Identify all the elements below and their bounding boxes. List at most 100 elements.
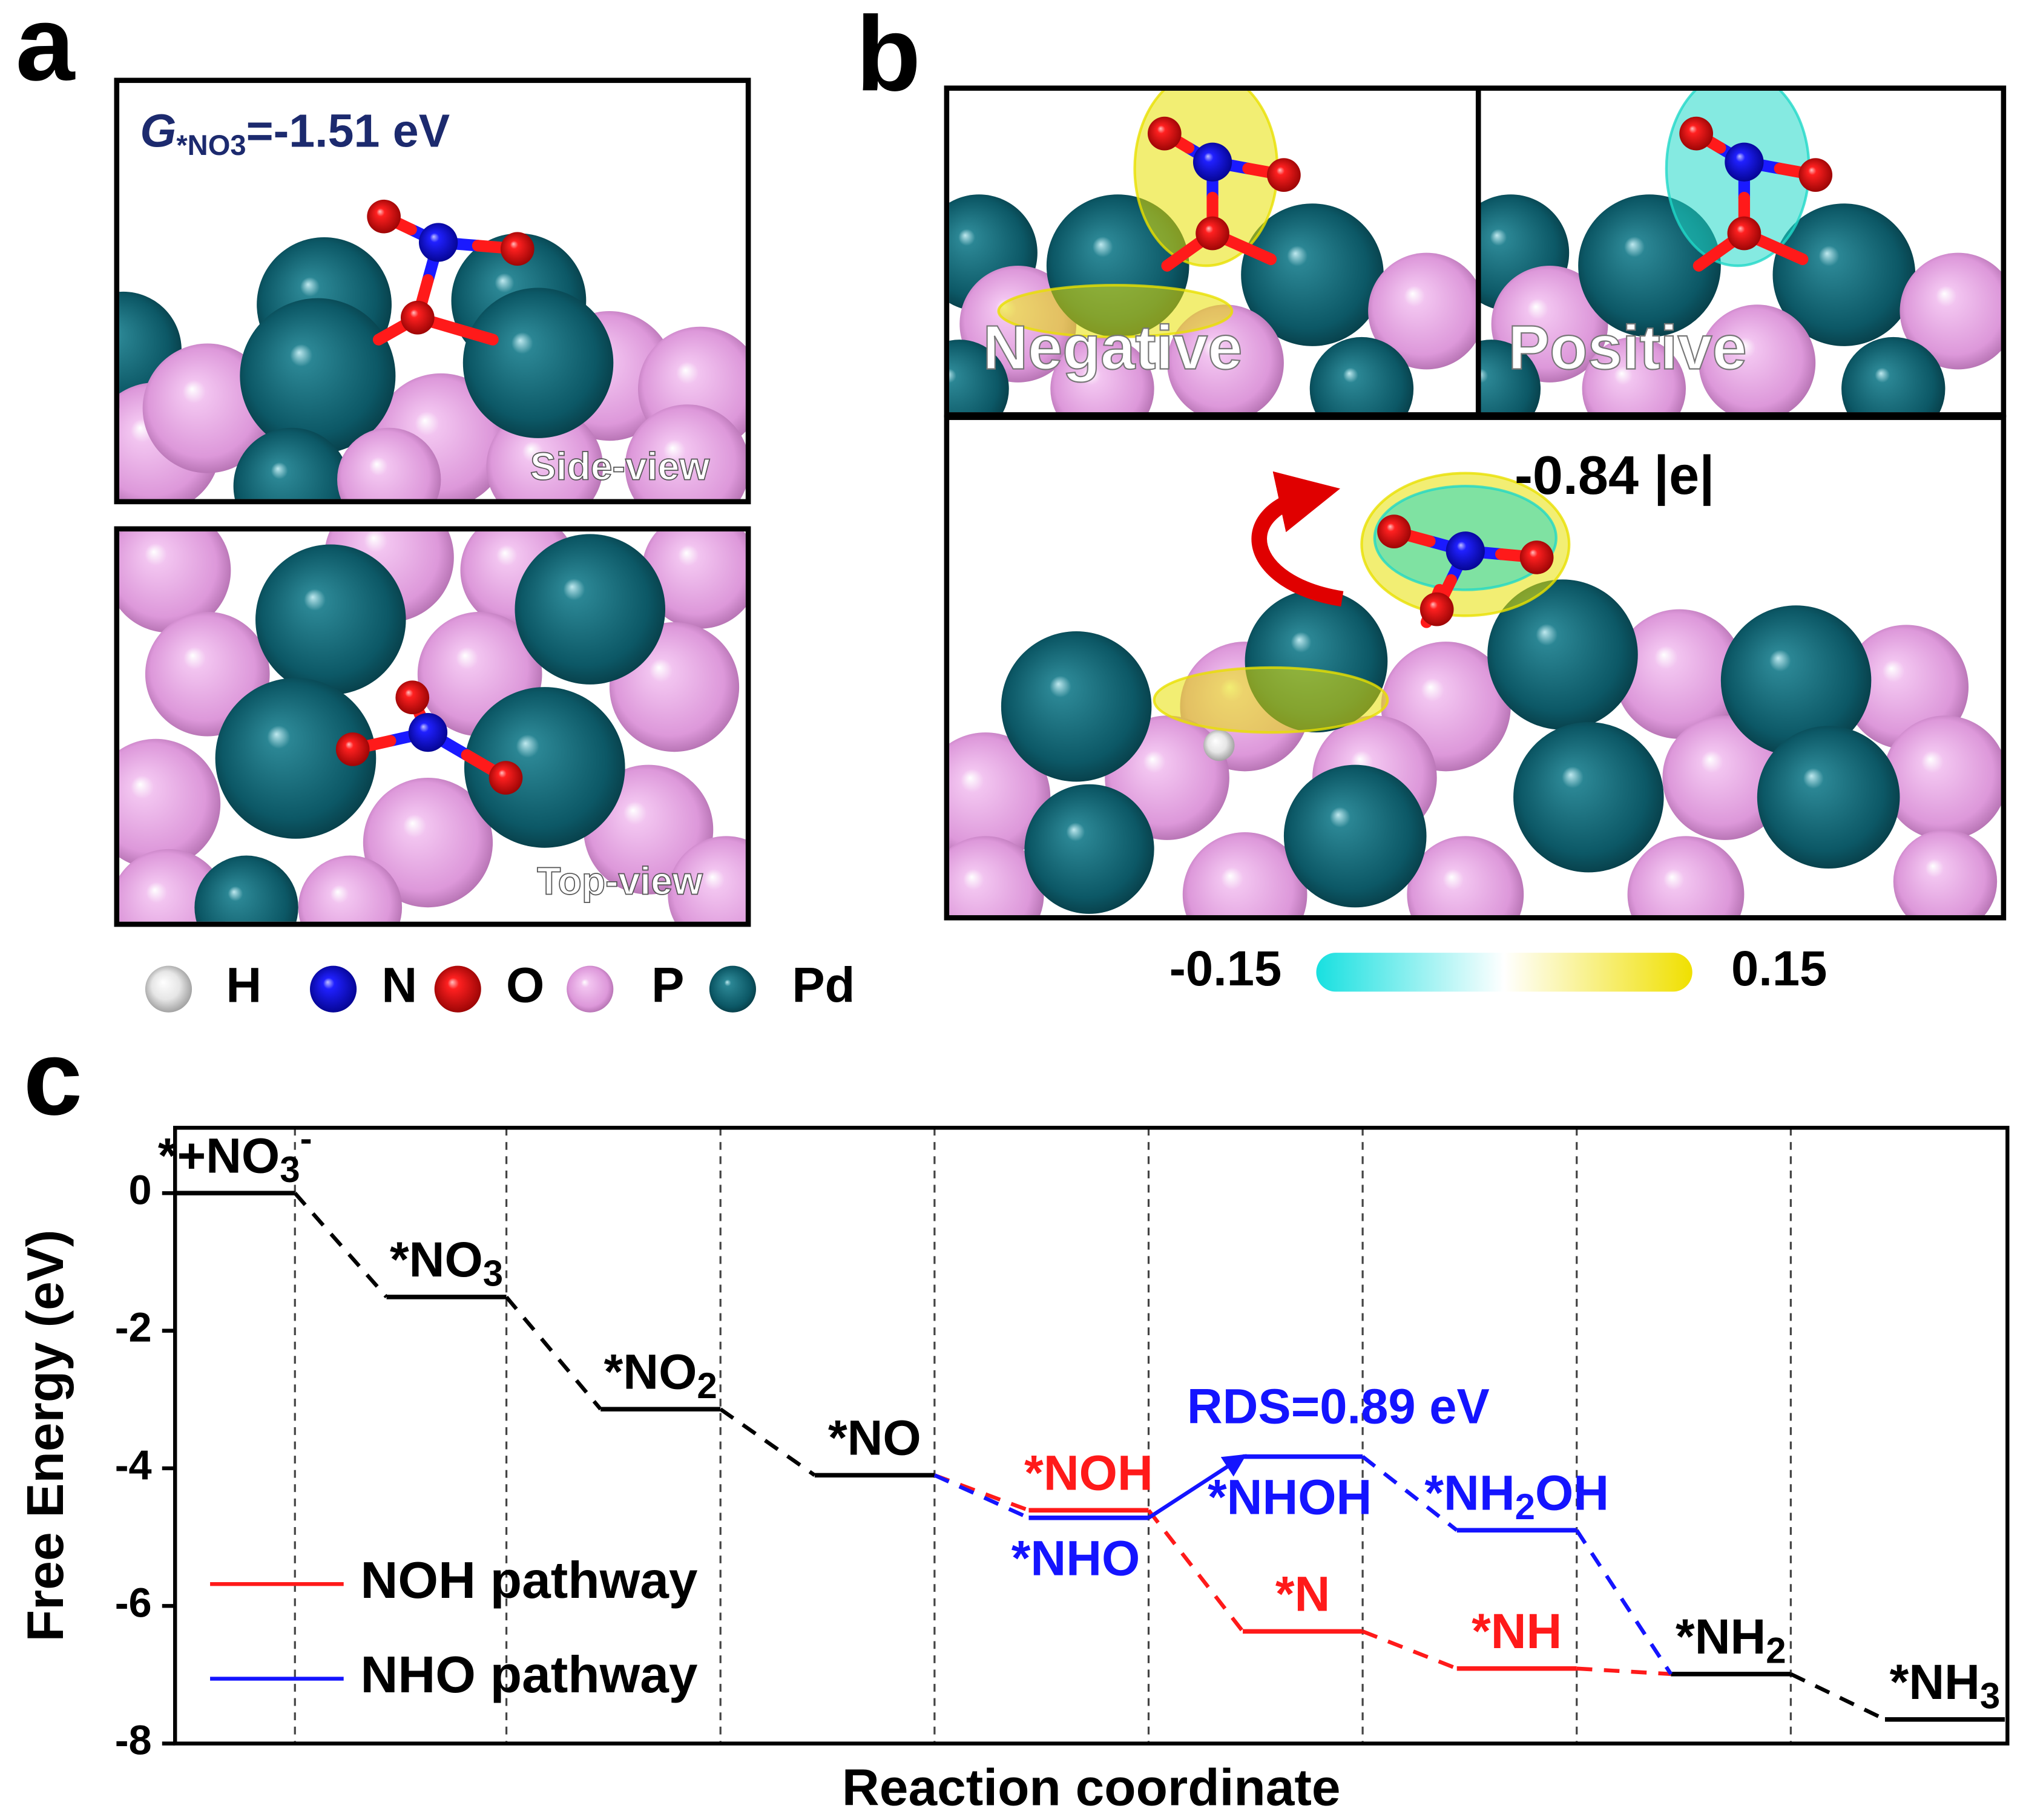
atom-legend-label: N: [381, 958, 417, 1013]
atom: [1050, 337, 1154, 413]
atom: [367, 199, 401, 234]
label-part: +: [177, 1128, 206, 1183]
connector: [1146, 1509, 1245, 1633]
atom: [335, 732, 370, 766]
label-part: N: [409, 1232, 445, 1287]
atom: [500, 232, 535, 266]
label-part: *: [1275, 1566, 1295, 1621]
label-part: H: [1479, 1465, 1515, 1520]
atom: [709, 965, 756, 1013]
level-label: *NH3: [1890, 1655, 2001, 1717]
atom: [1419, 592, 1454, 626]
atom: [233, 427, 350, 499]
density-blob: [997, 284, 1234, 338]
charge-value: -0.84 |e|: [1515, 445, 1714, 507]
view-label: Side-view: [530, 444, 710, 488]
y-tick-label: -8: [115, 1717, 152, 1764]
atom: [1192, 142, 1232, 182]
atom: [1196, 216, 1229, 251]
atom-legend-label: P: [651, 958, 684, 1013]
connector: [1147, 1454, 1247, 1520]
view-label: Top-view: [537, 859, 703, 903]
structure-view: [1481, 90, 2001, 413]
level-label: *+NO3-: [158, 1118, 312, 1189]
atom: [1203, 729, 1235, 761]
level-label: *NH2OH: [1424, 1465, 1609, 1527]
connector: [293, 1192, 388, 1299]
level-label: *N: [1275, 1566, 1330, 1621]
level-label: *NO: [828, 1410, 921, 1465]
atom: [194, 855, 298, 922]
label-part: *: [1424, 1465, 1444, 1520]
atom: [1883, 715, 2001, 840]
atom: [215, 678, 377, 839]
label-part: N: [1491, 1604, 1527, 1659]
level-label: *NO3: [390, 1232, 503, 1294]
y-tick-label: -2: [115, 1304, 152, 1351]
y-tick-label: -6: [115, 1579, 152, 1626]
label-part: 2: [697, 1365, 717, 1406]
atom: [1481, 340, 1541, 413]
atom-legend-label: H: [226, 958, 262, 1013]
level-label: *NH: [1472, 1604, 1562, 1659]
label-part: O: [1079, 1445, 1117, 1500]
atom: [1368, 252, 1476, 370]
label-part: *: [1890, 1655, 1909, 1710]
connector: [1576, 1666, 1671, 1677]
atom: [1241, 203, 1384, 346]
panel-letter: a: [16, 0, 76, 103]
y-tick-label: 0: [129, 1166, 152, 1213]
label-part: H: [1731, 1609, 1766, 1664]
connector: [1789, 1672, 1886, 1721]
atom: [949, 732, 1051, 862]
atom: [949, 836, 1044, 916]
label-part: N: [206, 1128, 242, 1183]
label-part: N: [847, 1410, 883, 1465]
atom: [1662, 715, 1788, 840]
connector: [1361, 1629, 1458, 1671]
atom: [142, 343, 272, 473]
atom: [400, 300, 435, 335]
label-part: -: [300, 1118, 312, 1158]
atom: [1699, 304, 1816, 413]
level-label: *NHO: [1012, 1531, 1140, 1586]
atom: [434, 965, 481, 1013]
label-part: *: [1208, 1470, 1227, 1525]
label-part: 3: [1980, 1675, 2000, 1716]
level-label: *NO2: [604, 1344, 717, 1406]
atom-legend-label: Pd: [792, 958, 855, 1013]
energy-text: =-1.51 eV: [246, 105, 450, 157]
atom: [1377, 514, 1411, 548]
atom: [363, 778, 493, 908]
atom: [240, 298, 396, 454]
atom: [1720, 605, 1872, 756]
legend-label: NHO pathway: [361, 1646, 698, 1704]
atom: [1487, 579, 1638, 730]
label-part: N: [1030, 1531, 1066, 1586]
label-part: H: [1262, 1470, 1298, 1525]
label-part: H: [1066, 1531, 1102, 1586]
level-label: *NHOH: [1208, 1470, 1372, 1525]
label-part: O: [242, 1128, 280, 1183]
atom: [310, 965, 357, 1013]
atom: [395, 680, 430, 715]
label-part: *: [1676, 1609, 1695, 1664]
label-part: 3: [483, 1253, 503, 1294]
label-part: 2: [1766, 1630, 1786, 1671]
structure-view: [119, 531, 746, 922]
connector: [505, 1295, 602, 1411]
label-part: *: [604, 1344, 623, 1399]
structure-view: [119, 83, 746, 499]
atom: [625, 404, 746, 499]
label-part: N: [1909, 1655, 1944, 1710]
atom: [1727, 216, 1761, 251]
atom: [1757, 726, 1900, 869]
atom: [1893, 829, 1998, 916]
label-part: *: [1012, 1531, 1031, 1586]
label-part: O: [1535, 1465, 1573, 1520]
atom: [1772, 203, 1916, 346]
structure-view: [949, 90, 1476, 413]
level-label: *NOH: [1024, 1445, 1153, 1500]
